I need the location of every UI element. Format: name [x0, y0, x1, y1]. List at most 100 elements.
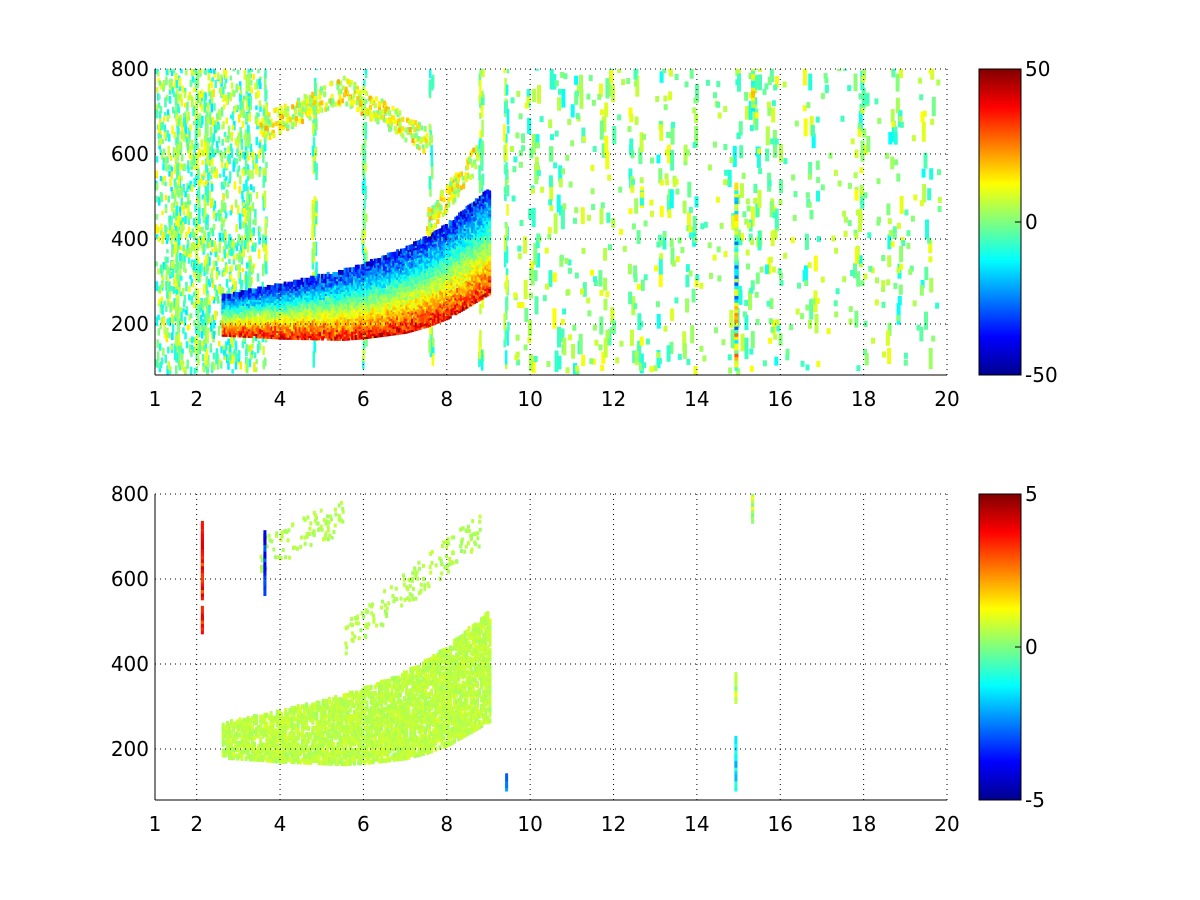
- heatmap-cell: [172, 259, 175, 269]
- heatmap-cell: [205, 276, 208, 291]
- heatmap-cell: [300, 284, 304, 290]
- heatmap-cell: [159, 176, 163, 182]
- heatmap-cell: [418, 239, 422, 245]
- heatmap-cell: [375, 328, 379, 334]
- heatmap-cell: [361, 229, 364, 237]
- heatmap-cell: [237, 114, 241, 123]
- heatmap-cell: [225, 161, 229, 169]
- heatmap-cell: [155, 195, 159, 203]
- heatmap-cell: [206, 167, 210, 176]
- heatmap-cell: [272, 317, 276, 323]
- heatmap-cell: [233, 255, 236, 260]
- heatmap-cell: [207, 172, 210, 182]
- heatmap-cell: [201, 160, 204, 165]
- heatmap-cell: [242, 183, 246, 192]
- heatmap-cell: [178, 140, 182, 150]
- heatmap-cell: [236, 69, 240, 75]
- heatmap-cell: [205, 313, 209, 325]
- heatmap-cell: [218, 150, 222, 156]
- heatmap-cell: [218, 243, 221, 253]
- heatmap-cell: [174, 188, 177, 195]
- heatmap-cell: [251, 343, 254, 349]
- heatmap-cell: [168, 229, 171, 237]
- heatmap-cell: [368, 282, 371, 288]
- heatmap-cell: [388, 303, 392, 309]
- heatmap-cell: [298, 307, 302, 313]
- heatmap-cell: [165, 332, 169, 343]
- heatmap-cell: [418, 244, 422, 250]
- heatmap-cell: [214, 213, 218, 222]
- heatmap-cell: [174, 241, 178, 254]
- heatmap-cell: [302, 301, 306, 307]
- heatmap-cell: [188, 133, 191, 143]
- heatmap-cell: [317, 273, 321, 279]
- heatmap-cell: [216, 266, 219, 272]
- heatmap-cell: [156, 226, 160, 233]
- heatmap-cell: [258, 142, 261, 148]
- heatmap-cell: [300, 298, 304, 304]
- heatmap-cell: [247, 97, 251, 107]
- heatmap-cell: [249, 73, 252, 79]
- heatmap-cell: [226, 252, 229, 258]
- heatmap-cell: [202, 92, 206, 98]
- heatmap-cell: [220, 162, 224, 169]
- heatmap-cell: [207, 102, 210, 113]
- heatmap-cell: [362, 169, 366, 179]
- heatmap-cell: [203, 286, 206, 295]
- heatmap-cell: [211, 314, 215, 320]
- heatmap-cell: [309, 275, 313, 281]
- heatmap-cell: [214, 310, 217, 321]
- heatmap-cell: [416, 285, 420, 290]
- heatmap-cell: [198, 207, 201, 224]
- heatmap-cell: [428, 176, 432, 190]
- heatmap-cell: [241, 196, 245, 206]
- heatmap-cell: [189, 313, 193, 319]
- heatmap-cell: [231, 111, 235, 121]
- heatmap-cell: [164, 333, 167, 339]
- heatmap-cell: [187, 138, 191, 144]
- heatmap-cell: [188, 338, 192, 343]
- heatmap-cell: [248, 72, 251, 86]
- heatmap-cell: [349, 320, 353, 326]
- heatmap-cell: [274, 325, 278, 331]
- heatmap-cell: [179, 189, 182, 195]
- heatmap-cell: [266, 308, 270, 314]
- heatmap-cell: [225, 279, 229, 288]
- heatmap-cell: [364, 163, 367, 172]
- heatmap-cell: [383, 272, 386, 278]
- heatmap-cell: [187, 248, 190, 254]
- heatmap-cell: [218, 341, 221, 347]
- heatmap-cell: [375, 300, 379, 306]
- heatmap-cell: [211, 117, 215, 127]
- heatmap-cell: [190, 153, 194, 162]
- heatmap-cell: [218, 213, 221, 222]
- heatmap-cell: [480, 155, 483, 171]
- heatmap-cell: [205, 126, 209, 135]
- heatmap-cell: [219, 173, 222, 178]
- heatmap-cell: [217, 255, 220, 262]
- heatmap-cell: [233, 181, 237, 190]
- heatmap-cell: [505, 246, 509, 264]
- heatmap-cell: [176, 163, 180, 176]
- heatmap-cell: [259, 305, 263, 311]
- heatmap-cell: [315, 324, 319, 330]
- heatmap-cell: [392, 251, 396, 257]
- heatmap-cell: [256, 344, 260, 354]
- heatmap-cell: [358, 292, 362, 298]
- heatmap-cell: [182, 183, 185, 192]
- heatmap-cell: [176, 227, 180, 238]
- heatmap-cell: [176, 249, 179, 258]
- heatmap-cell: [503, 124, 506, 142]
- heatmap-cell: [161, 276, 164, 282]
- heatmap-cell: [246, 275, 249, 288]
- heatmap-cell: [390, 320, 394, 326]
- heatmap-cell: [332, 329, 336, 335]
- heatmap-cell: [247, 156, 250, 161]
- heatmap-cell: [229, 92, 232, 102]
- heatmap-cell: [242, 336, 246, 341]
- heatmap-cell: [165, 165, 168, 172]
- heatmap-cell: [159, 106, 163, 114]
- heatmap-cell: [187, 226, 191, 235]
- heatmap-cell: [225, 244, 228, 249]
- heatmap-cell: [180, 275, 183, 281]
